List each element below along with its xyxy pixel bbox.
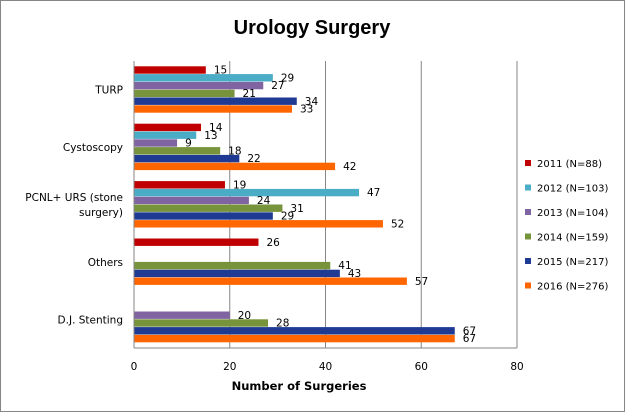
bar [134,81,264,90]
legend-label: 2014 (N=159) [537,233,608,244]
bar [134,66,206,74]
legend-swatch [525,282,531,289]
legend-swatch [525,233,531,240]
x-axis-title: Number of Surgeries [232,379,367,393]
legend-label: 2011 (N=88) [537,159,602,170]
bar [134,311,230,319]
y-category-label: TURP [94,85,123,97]
bar [134,269,340,278]
bar [134,123,202,132]
bar [134,154,240,163]
x-tick-label: 0 [131,361,138,373]
y-category-label: Others [88,257,123,269]
data-label: 19 [233,179,246,191]
data-label: 34 [305,96,319,108]
x-tick-label: 40 [319,361,332,373]
data-label: 9 [185,138,192,150]
legend-swatch [525,184,531,191]
data-label: 42 [343,161,356,173]
data-label: 18 [228,145,241,157]
bar [134,162,336,171]
data-label: 21 [243,88,256,100]
data-label: 67 [463,333,476,345]
bar [134,105,292,113]
bar [134,204,283,212]
y-category-label: PCNL+ URS (stone surgery) [25,192,123,219]
data-label: 33 [300,104,313,116]
bar [134,334,455,343]
y-category-label: D.J. Stenting [58,314,123,326]
data-label: 57 [415,276,428,288]
data-label: 47 [367,187,380,199]
bar [134,238,259,246]
bar [134,196,249,205]
legend-label: 2015 (N=217) [537,257,608,268]
legend-swatch [525,258,531,264]
bar [134,147,221,155]
data-label: 31 [290,203,303,215]
data-label: 29 [281,72,294,84]
bar [134,220,383,228]
bar [134,89,235,98]
chart-title: Urology Surgery [234,17,392,39]
bar [134,327,455,335]
legend-swatch [525,160,531,166]
x-tick-label: 60 [415,361,428,373]
data-labels: 1529272134331413918224219472431295226414… [185,65,476,346]
x-tick-label: 80 [510,361,523,373]
data-label: 15 [214,65,227,77]
axes: 0 20 40 60 80 TURP Cystoscopy PCNL+ URS (stone s… [25,61,524,373]
bar [134,74,273,82]
legend-label: 2012 (N=103) [537,184,608,195]
legend-label: 2016 (N=276) [537,282,608,293]
data-label: 27 [271,80,284,92]
data-label: 67 [463,325,476,337]
data-label: 14 [209,122,223,134]
data-label: 29 [281,211,294,223]
bar [134,97,297,105]
bar [134,188,360,197]
bar [134,277,407,285]
x-tick-label: 20 [223,361,236,373]
bar [134,181,225,189]
legend: 2011 (N=88) 2012 (N=103) 2013 (N=104) 2014 … [525,159,608,293]
data-label: 26 [266,237,280,249]
legend-swatch [525,209,531,215]
y-category-label: Cystoscopy [63,142,123,154]
legend-label: 2013 (N=104) [537,208,608,219]
data-label: 22 [247,153,260,165]
data-label: 24 [257,195,271,207]
bars [134,66,455,343]
data-label: 43 [348,268,361,280]
bar [134,261,331,270]
data-label: 20 [238,310,251,322]
bar [134,139,178,147]
data-label: 28 [276,318,289,330]
bar [134,131,197,139]
data-label: 52 [391,218,404,230]
data-label: 41 [338,260,351,272]
bar [134,319,269,327]
data-label: 13 [204,130,217,142]
bar [134,212,273,220]
